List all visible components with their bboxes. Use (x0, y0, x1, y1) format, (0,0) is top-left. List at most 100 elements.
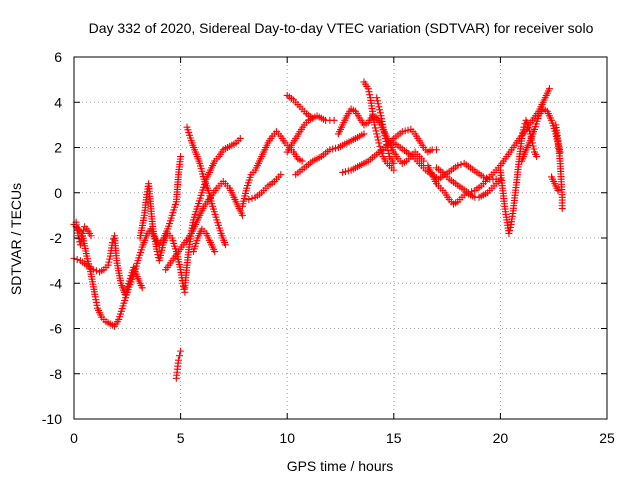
data-point (211, 248, 219, 256)
series-arc-2 (70, 232, 146, 299)
data-point (105, 258, 113, 266)
data-point (365, 88, 373, 96)
series-arc-14 (292, 130, 368, 179)
x-axis-label: GPS time / hours (287, 458, 394, 474)
series-arc-12 (283, 112, 338, 156)
data-point (505, 229, 513, 237)
data-point (376, 106, 384, 114)
data-point (73, 255, 81, 263)
data-point (373, 133, 381, 141)
data-point (153, 248, 161, 256)
data-point (248, 194, 256, 202)
data-point (545, 85, 553, 93)
data-point (109, 235, 117, 243)
series-arc-3 (72, 218, 95, 249)
data-point (138, 284, 146, 292)
data-point (373, 97, 381, 105)
data-point (533, 153, 541, 161)
series-arc-22 (496, 116, 541, 237)
data-point (483, 174, 491, 182)
series-arc-9 (189, 225, 219, 256)
data-point (87, 232, 95, 240)
data-point (520, 123, 528, 131)
data-point (390, 159, 398, 167)
data-point (364, 85, 372, 93)
y-tick-label: 0 (54, 185, 62, 201)
data-point (432, 146, 440, 154)
y-axis-label: SDTVAR / TECUs (8, 183, 24, 295)
data-point (245, 196, 253, 204)
data-point (106, 255, 114, 263)
data-point (554, 186, 562, 194)
y-tick-label: 4 (54, 94, 62, 110)
data-point (524, 121, 532, 129)
y-tick-label: 6 (54, 49, 62, 65)
y-tick-label: -6 (50, 321, 63, 337)
data-point (390, 166, 398, 174)
chart-title: Day 332 of 2020, Sidereal Day-to-day VTE… (89, 20, 594, 36)
data-point (496, 175, 504, 183)
series-arc-13 (283, 91, 317, 122)
data-point (80, 226, 88, 234)
data-point (277, 171, 285, 179)
data-point (298, 157, 306, 165)
data-point (375, 139, 383, 147)
data-point (479, 173, 487, 181)
data-point (525, 124, 533, 132)
data-point (558, 205, 566, 213)
data-point (221, 241, 229, 249)
data-point (104, 261, 112, 269)
series-arc-5 (172, 347, 185, 382)
data-point (373, 130, 381, 138)
y-tick-label: 2 (54, 140, 62, 156)
series-arc-11 (245, 171, 285, 204)
data-point (371, 124, 379, 132)
y-tick-label: -8 (50, 366, 63, 382)
data-point (529, 142, 537, 150)
data-point (506, 223, 514, 231)
data-point (236, 134, 244, 142)
data-point (174, 356, 182, 364)
data-point (385, 150, 393, 158)
y-tick-label: -4 (50, 275, 63, 291)
data-point (454, 162, 462, 170)
data-point (177, 347, 185, 355)
data-point (309, 114, 317, 122)
data-point (374, 100, 382, 108)
data-point (89, 266, 97, 274)
x-tick-label: 15 (386, 430, 402, 446)
series-arc-20 (424, 162, 504, 208)
series-arc-25 (548, 173, 562, 194)
data-point (374, 136, 382, 144)
data-point (366, 91, 374, 99)
x-tick-label: 0 (70, 430, 78, 446)
grid (74, 57, 607, 419)
data-point (371, 121, 379, 129)
data-point (180, 285, 188, 293)
data-point (176, 352, 184, 360)
data-point (179, 282, 187, 290)
x-tick-label: 25 (599, 430, 615, 446)
data-point (330, 116, 338, 124)
data-point (506, 226, 514, 234)
x-tick-label: 20 (493, 430, 509, 446)
data-point (373, 94, 381, 102)
data-point (376, 109, 384, 117)
data-point (372, 127, 380, 135)
data-point (79, 229, 87, 237)
data-point (526, 127, 534, 135)
series-arc-24 (552, 121, 566, 213)
data-point (177, 153, 185, 161)
y-tick-label: -10 (42, 411, 62, 427)
data-point (360, 130, 368, 138)
y-tick-label: -2 (50, 230, 63, 246)
data-point (238, 211, 246, 219)
data-point (464, 189, 472, 197)
data-point (530, 145, 538, 153)
data-point (468, 188, 476, 196)
series-arc-8 (162, 177, 246, 274)
data-points (70, 78, 566, 382)
data-point (420, 157, 428, 165)
